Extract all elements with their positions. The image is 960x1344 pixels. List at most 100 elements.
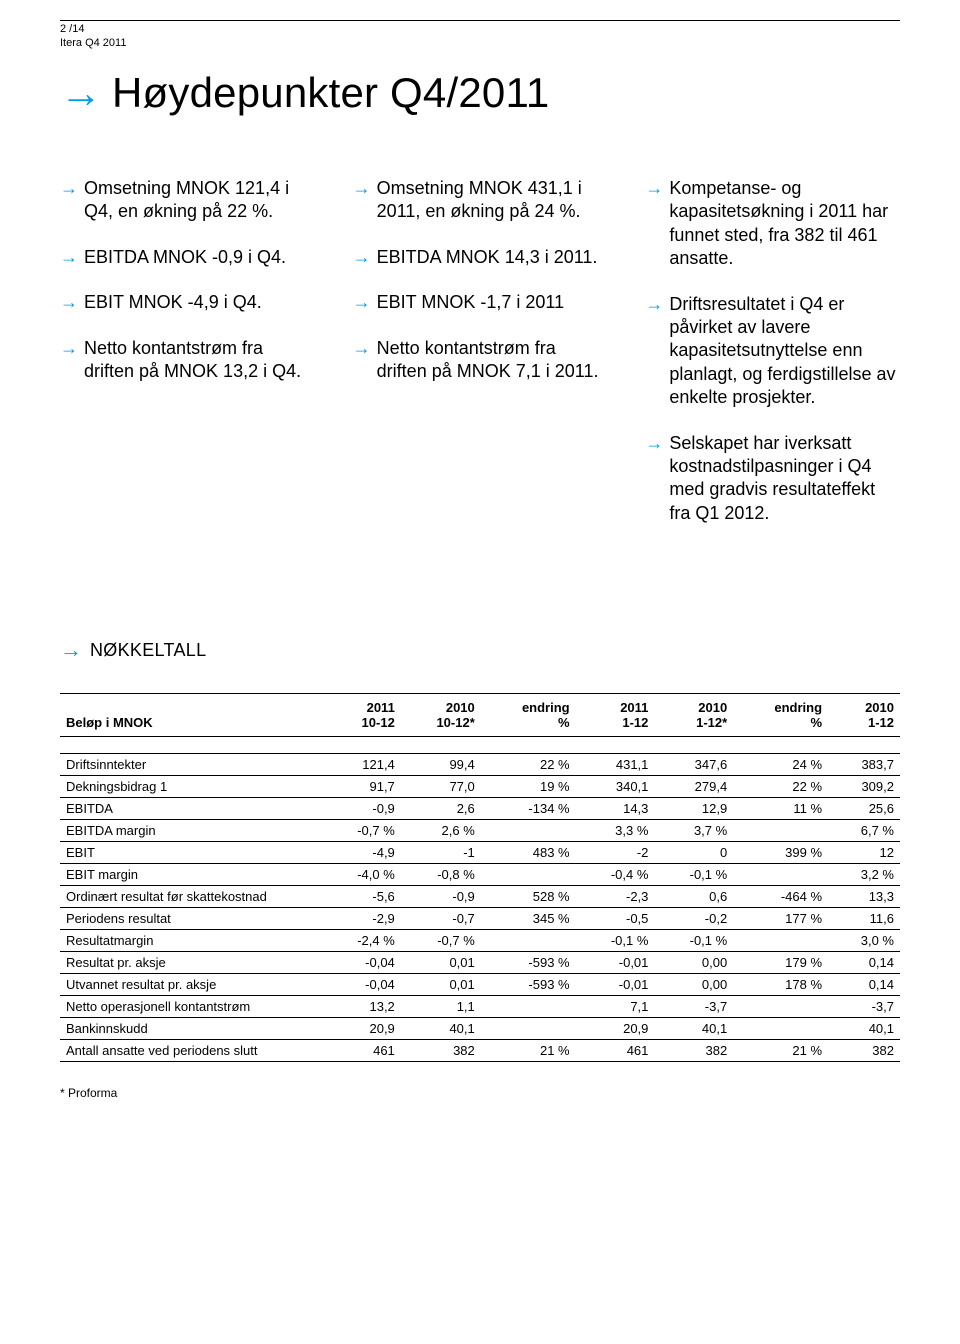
arrow-right-icon: → [60, 291, 78, 314]
table-cell: -0,9 [322, 798, 401, 820]
table-cell: 40,1 [401, 1018, 481, 1040]
table-cell: EBITDA [60, 798, 322, 820]
table-header-row: Beløp i MNOK 10-12 10-12* % 1-12 1-12* %… [60, 715, 900, 737]
highlights-col-1: → Omsetning MNOK 121,4 i Q4, en økning på… [60, 177, 315, 547]
table-cell: 99,4 [401, 754, 481, 776]
table-cell: 22 % [481, 754, 576, 776]
bullet-item: →EBITDA MNOK -0,9 i Q4. [60, 246, 315, 269]
table-cell: 11 % [733, 798, 828, 820]
section-header: → NØKKELTALL [60, 637, 900, 663]
table-cell: 3,2 % [828, 864, 900, 886]
bullet-item: →Omsetning MNOK 431,1 i 2011, en økning … [353, 177, 608, 224]
bullet-text: Omsetning MNOK 121,4 i Q4, en økning på … [84, 177, 315, 224]
table-cell: 20,9 [322, 1018, 401, 1040]
header-cell: 10-12* [401, 715, 481, 737]
section-title: NØKKELTALL [90, 640, 206, 661]
table-cell: Netto operasjonell kontantstrøm [60, 996, 322, 1018]
table-row: Resultat pr. aksje-0,040,01-593 %-0,010,… [60, 952, 900, 974]
header-cell: % [733, 715, 828, 737]
table-cell: 461 [322, 1040, 401, 1062]
table-cell: -134 % [481, 798, 576, 820]
table-cell: 22 % [733, 776, 828, 798]
bullet-text: EBIT MNOK -1,7 i 2011 [377, 291, 564, 314]
table-row: Driftsinntekter121,499,422 %431,1347,624… [60, 754, 900, 776]
table-cell: -0,1 % [576, 930, 655, 952]
arrow-right-icon: → [60, 337, 78, 360]
table-cell: 528 % [481, 886, 576, 908]
table-cell: 91,7 [322, 776, 401, 798]
table-cell: 0,01 [401, 952, 481, 974]
table-cell: EBITDA margin [60, 820, 322, 842]
table-cell [733, 820, 828, 842]
table-cell: Dekningsbidrag 1 [60, 776, 322, 798]
table-row: Resultatmargin-2,4 %-0,7 %-0,1 %-0,1 %3,… [60, 930, 900, 952]
bullet-text: EBITDA MNOK -0,9 i Q4. [84, 246, 286, 269]
table-cell: -0,7 [401, 908, 481, 930]
table-cell: 7,1 [576, 996, 655, 1018]
table-cell: 309,2 [828, 776, 900, 798]
table-cell: 345 % [481, 908, 576, 930]
table-cell: -0,9 [401, 886, 481, 908]
bullet-item: → EBIT MNOK -4,9 i Q4. [60, 291, 315, 314]
header-cell: 10-12 [322, 715, 401, 737]
table-cell: 347,6 [654, 754, 733, 776]
header-cell: 1-12 [828, 715, 900, 737]
table-cell [733, 1018, 828, 1040]
header-cell: endring [733, 694, 828, 716]
table-cell: Antall ansatte ved periodens slutt [60, 1040, 322, 1062]
page: 2 /14 Itera Q4 2011 → Høydepunkter Q4/20… [0, 0, 960, 1140]
header-label: Beløp i MNOK [60, 715, 322, 737]
table-cell [481, 930, 576, 952]
table-cell: 382 [828, 1040, 900, 1062]
table-cell: 340,1 [576, 776, 655, 798]
table-cell: 19 % [481, 776, 576, 798]
table-cell: 12,9 [654, 798, 733, 820]
highlights-columns: → Omsetning MNOK 121,4 i Q4, en økning på… [60, 177, 900, 547]
table-cell: -3,7 [828, 996, 900, 1018]
table-cell: 40,1 [654, 1018, 733, 1040]
table-row: Periodens resultat-2,9-0,7345 %-0,5-0,21… [60, 908, 900, 930]
table-cell: Ordinært resultat før skattekostnad [60, 886, 322, 908]
table-row: EBITDA-0,92,6-134 %14,312,911 %25,6 [60, 798, 900, 820]
table-cell: Resultatmargin [60, 930, 322, 952]
table-cell [481, 1018, 576, 1040]
table-cell: 279,4 [654, 776, 733, 798]
header-cell: 2011 [576, 694, 655, 716]
bullet-item: →Kompetanse- og kapasitetsøkning i 2011 … [645, 177, 900, 271]
table-cell: 3,7 % [654, 820, 733, 842]
table-row: EBITDA margin-0,7 %2,6 %3,3 %3,7 %6,7 % [60, 820, 900, 842]
table-cell: 0,01 [401, 974, 481, 996]
table-cell: 0 [654, 842, 733, 864]
table-cell: Resultat pr. aksje [60, 952, 322, 974]
table-cell: 40,1 [828, 1018, 900, 1040]
key-figures-table: 2011 2010 endring 2011 2010 endring 2010… [60, 693, 900, 1062]
bullet-text: EBIT MNOK -4,9 i Q4. [84, 291, 262, 314]
table-cell [733, 996, 828, 1018]
table-cell: -0,1 % [654, 864, 733, 886]
table-gap [60, 737, 900, 754]
table-cell: Driftsinntekter [60, 754, 322, 776]
table-cell [733, 864, 828, 886]
table-cell: -464 % [733, 886, 828, 908]
table-cell: 0,14 [828, 974, 900, 996]
table-cell [481, 820, 576, 842]
table-cell: 121,4 [322, 754, 401, 776]
header-cell: 2010 [401, 694, 481, 716]
table-cell: -2 [576, 842, 655, 864]
arrow-right-icon: → [60, 72, 102, 114]
table-cell: 0,00 [654, 952, 733, 974]
table-cell: -0,4 % [576, 864, 655, 886]
bullet-item: →EBIT MNOK -1,7 i 2011 [353, 291, 608, 314]
header-cell: 2010 [654, 694, 733, 716]
table-row: Antall ansatte ved periodens slutt461 382… [60, 1040, 900, 1062]
table-cell: -2,3 [576, 886, 655, 908]
arrow-right-icon: → [60, 177, 78, 200]
table-cell: 1,1 [401, 996, 481, 1018]
bullet-text: Netto kontantstrøm fra driften på MNOK 7… [377, 337, 608, 384]
table-cell: EBIT margin [60, 864, 322, 886]
table-row: Netto operasjonell kontantstrøm13,21,17,… [60, 996, 900, 1018]
table-cell: Periodens resultat [60, 908, 322, 930]
table-cell: 2,6 [401, 798, 481, 820]
arrow-right-icon: → [353, 177, 371, 200]
table-cell: 20,9 [576, 1018, 655, 1040]
